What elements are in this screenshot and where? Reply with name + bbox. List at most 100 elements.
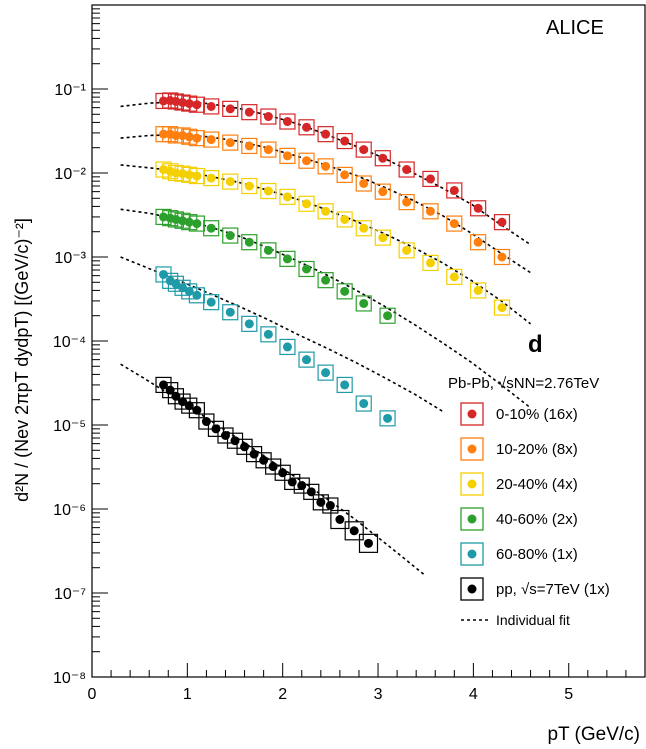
data-point [225, 231, 235, 241]
x-tick-label: 1 [183, 686, 192, 703]
data-point [497, 217, 507, 227]
systematic-box [188, 215, 205, 232]
legend: Pb-Pb, √sNN=2.76TeV 0-10% (16x) 10-20% (8… [448, 375, 610, 628]
systematic-box [317, 203, 334, 220]
systematic-box [279, 338, 296, 356]
data-point [359, 223, 369, 233]
systematic-box [317, 364, 334, 381]
systematic-box [336, 132, 353, 150]
systematic-box [167, 388, 185, 405]
data-point [378, 153, 388, 163]
legend-marker-dot [467, 549, 477, 559]
data-point [178, 283, 188, 293]
data-point [383, 311, 393, 321]
data-point [178, 216, 188, 226]
systematic-box [260, 141, 277, 158]
x-tick-label: 5 [564, 686, 573, 703]
data-point [335, 514, 345, 524]
data-point [282, 117, 292, 127]
data-point [364, 538, 373, 548]
y-tick-label: 10⁻² [54, 166, 86, 183]
y-tick-label: 10⁻⁵ [53, 418, 86, 435]
legend-marker-box [460, 472, 484, 496]
data-point [321, 161, 331, 171]
data-point [302, 156, 312, 166]
y-tick-label: 10⁻¹ [54, 82, 86, 99]
y-axis-label: d²N / (Nev 2πpT dydpT) [(GeV/c)⁻²] [12, 218, 32, 502]
y-tick-label: 10⁻⁷ [54, 586, 86, 603]
data-point [211, 424, 221, 434]
data-point [206, 135, 216, 145]
systematic-box [398, 194, 415, 211]
systematic-box [207, 420, 225, 437]
systematic-box [260, 108, 277, 125]
systematic-box [155, 266, 172, 283]
systematic-box [222, 304, 239, 321]
systematic-box [222, 227, 239, 244]
x-tick-label: 2 [278, 686, 287, 703]
systematic-box [260, 326, 277, 343]
systematic-box [279, 147, 296, 164]
data-point [306, 487, 316, 497]
data-point [402, 165, 412, 175]
legend-marker-box [460, 437, 484, 461]
legend-marker-dot [467, 584, 477, 594]
fit-curve [120, 256, 446, 414]
systematic-box [241, 234, 258, 251]
data-point [340, 286, 350, 296]
data-point [244, 181, 254, 191]
systematic-box [446, 215, 463, 232]
data-point [359, 399, 369, 409]
legend-title: Pb-Pb, √sNN=2.76TeV [448, 375, 599, 392]
systematic-box [260, 182, 277, 200]
data-point [192, 133, 202, 143]
data-point [225, 138, 235, 148]
systematic-box [374, 229, 391, 246]
legend-marker-dot [467, 409, 477, 419]
systematic-box [293, 477, 310, 494]
data-point [325, 501, 335, 511]
data-point [316, 497, 326, 507]
data-point [278, 468, 288, 478]
systematic-box [226, 432, 244, 449]
panel-label: d [528, 331, 543, 358]
y-tick-label: 10⁻⁸ [53, 670, 86, 687]
data-point [268, 462, 278, 472]
systematic-box [298, 351, 315, 368]
systematic-box [255, 452, 272, 469]
legend-marker-box [460, 507, 484, 531]
experiment-label: ALICE [546, 17, 604, 39]
data-point [302, 122, 312, 132]
data-point [282, 342, 292, 352]
data-point [359, 145, 369, 155]
data-point [206, 223, 216, 233]
systematic-box [336, 283, 353, 300]
systematic-box [217, 427, 234, 444]
systematic-box [355, 141, 372, 158]
legend-marker-box [460, 542, 484, 566]
systematic-box [298, 260, 315, 278]
systematic-box [162, 382, 179, 399]
data-point [178, 130, 188, 140]
systematic-box [188, 167, 205, 185]
data-point [206, 101, 216, 111]
systematic-box [222, 100, 239, 117]
systematic-box [245, 446, 263, 463]
data-point [171, 168, 181, 178]
data-point [321, 206, 331, 216]
data-point [449, 219, 459, 229]
data-point [302, 199, 312, 209]
systematic-box [279, 113, 296, 130]
x-tick-label: 3 [374, 686, 383, 703]
data-point [225, 307, 235, 317]
data-point [425, 258, 435, 268]
data-point [220, 430, 230, 440]
systematic-box [188, 287, 205, 304]
systematic-box [260, 242, 277, 259]
data-point [244, 319, 254, 329]
data-point [321, 129, 331, 139]
data-point [192, 171, 202, 181]
legend-fit-label: Individual fit [496, 612, 570, 628]
systematic-box [422, 170, 439, 188]
data-point [402, 197, 412, 207]
